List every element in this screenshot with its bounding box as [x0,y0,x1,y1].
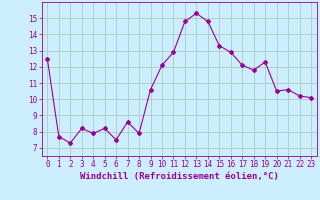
X-axis label: Windchill (Refroidissement éolien,°C): Windchill (Refroidissement éolien,°C) [80,172,279,181]
